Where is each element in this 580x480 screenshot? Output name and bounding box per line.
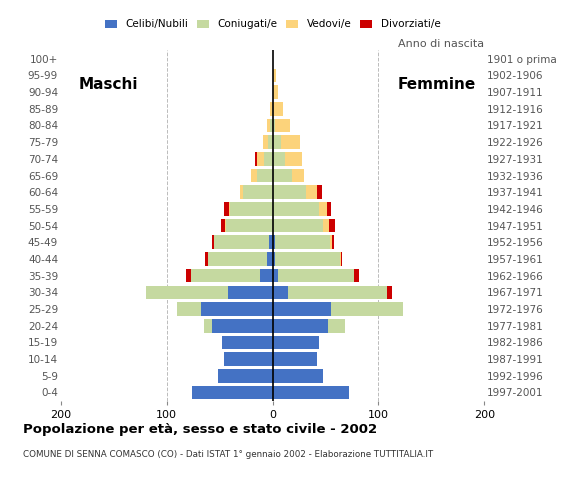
- Bar: [330, 236, 332, 249]
- Bar: [278, 269, 354, 283]
- Bar: [285, 152, 302, 166]
- Bar: [273, 152, 285, 166]
- Bar: [205, 252, 208, 266]
- Bar: [229, 202, 230, 216]
- Bar: [267, 119, 270, 132]
- Bar: [273, 352, 317, 366]
- Bar: [243, 185, 273, 199]
- Bar: [273, 336, 319, 349]
- Bar: [191, 269, 260, 283]
- Bar: [317, 185, 322, 199]
- Bar: [270, 102, 273, 116]
- Bar: [251, 168, 257, 182]
- Text: Maschi: Maschi: [79, 77, 138, 92]
- Bar: [273, 252, 275, 266]
- Bar: [273, 219, 324, 232]
- Bar: [331, 302, 403, 316]
- Bar: [224, 202, 229, 216]
- Text: Popolazione per età, sesso e stato civile - 2002: Popolazione per età, sesso e stato civil…: [23, 423, 378, 436]
- Bar: [255, 152, 257, 166]
- Bar: [192, 385, 273, 399]
- Bar: [273, 319, 328, 333]
- Bar: [263, 135, 269, 149]
- Bar: [177, 302, 201, 316]
- Bar: [327, 202, 331, 216]
- Bar: [201, 302, 273, 316]
- Bar: [264, 152, 273, 166]
- Bar: [146, 286, 228, 299]
- Bar: [292, 168, 304, 182]
- Bar: [324, 219, 329, 232]
- Bar: [225, 219, 226, 232]
- Bar: [387, 286, 392, 299]
- Bar: [230, 202, 273, 216]
- Bar: [186, 269, 191, 283]
- Text: Femmine: Femmine: [397, 77, 476, 92]
- Bar: [319, 202, 327, 216]
- Bar: [226, 219, 273, 232]
- Bar: [340, 252, 342, 266]
- Bar: [273, 302, 331, 316]
- Bar: [275, 252, 340, 266]
- Bar: [224, 352, 273, 366]
- Bar: [273, 269, 278, 283]
- Bar: [212, 319, 273, 333]
- Bar: [260, 269, 273, 283]
- Bar: [273, 202, 319, 216]
- Bar: [240, 185, 243, 199]
- Bar: [273, 102, 283, 116]
- Bar: [328, 319, 345, 333]
- Bar: [275, 236, 330, 249]
- Bar: [273, 85, 278, 99]
- Bar: [257, 168, 273, 182]
- Bar: [212, 236, 215, 249]
- Bar: [257, 152, 264, 166]
- Bar: [218, 369, 273, 383]
- Text: COMUNE DI SENNA COMASCO (CO) - Dati ISTAT 1° gennaio 2002 - Elaborazione TUTTITA: COMUNE DI SENNA COMASCO (CO) - Dati ISTA…: [23, 450, 433, 459]
- Bar: [281, 135, 300, 149]
- Bar: [204, 319, 212, 333]
- Bar: [288, 286, 387, 299]
- Bar: [228, 286, 273, 299]
- Bar: [273, 369, 324, 383]
- Text: Anno di nascita: Anno di nascita: [398, 39, 484, 48]
- Bar: [215, 236, 270, 249]
- Bar: [221, 219, 225, 232]
- Bar: [270, 119, 273, 132]
- Bar: [275, 119, 289, 132]
- Bar: [273, 185, 306, 199]
- Bar: [273, 168, 292, 182]
- Bar: [208, 252, 267, 266]
- Bar: [329, 219, 335, 232]
- Bar: [269, 135, 273, 149]
- Bar: [222, 336, 273, 349]
- Legend: Celibi/Nubili, Coniugati/e, Vedovi/e, Divorziati/e: Celibi/Nubili, Coniugati/e, Vedovi/e, Di…: [100, 15, 445, 34]
- Bar: [270, 236, 273, 249]
- Bar: [354, 269, 360, 283]
- Bar: [273, 385, 349, 399]
- Bar: [332, 236, 334, 249]
- Bar: [273, 135, 281, 149]
- Bar: [273, 119, 275, 132]
- Bar: [306, 185, 317, 199]
- Bar: [273, 69, 275, 82]
- Bar: [273, 286, 288, 299]
- Bar: [267, 252, 273, 266]
- Bar: [273, 236, 275, 249]
